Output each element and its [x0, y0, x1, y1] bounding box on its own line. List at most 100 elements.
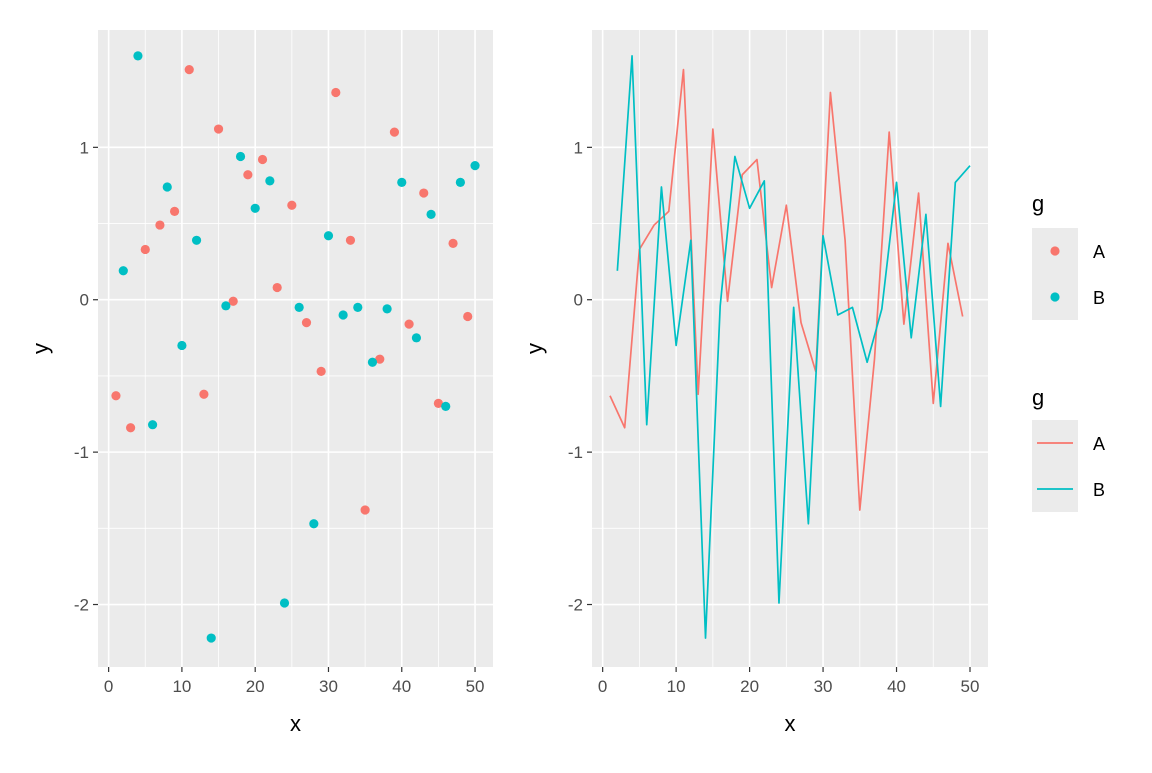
scatter-x-tick-labels: 0 10 20 30 40 50	[104, 667, 485, 696]
line-legend: g AB	[1032, 385, 1105, 512]
x-tick-label: 30	[319, 677, 338, 696]
scatter-y-tick-labels: -2 -1 0 1	[74, 138, 98, 615]
series-line-b	[616, 55, 971, 639]
line-marks	[609, 55, 971, 639]
data-point-b	[323, 231, 334, 241]
data-point-a	[155, 220, 165, 230]
line-legend-title: g	[1032, 385, 1044, 410]
legend-label-a: A	[1093, 242, 1105, 262]
x-tick-label: 0	[104, 677, 113, 696]
legend-key-point-b	[1050, 292, 1060, 302]
data-point-b	[147, 420, 158, 430]
y-tick-label: 0	[574, 291, 583, 310]
x-tick-label: 50	[961, 677, 980, 696]
y-tick-label: 0	[80, 291, 89, 310]
scatter-y-axis-title: y	[28, 343, 53, 354]
data-point-b	[162, 182, 172, 192]
data-point-a	[228, 296, 238, 306]
y-tick-label: -2	[74, 596, 89, 615]
data-point-b	[265, 176, 275, 186]
legend-label-b: B	[1093, 480, 1105, 500]
data-point-a	[257, 154, 268, 165]
point-legend-title: g	[1032, 191, 1044, 216]
line-x-axis-title: x	[785, 711, 796, 736]
data-point-a	[184, 65, 194, 75]
data-point-b	[279, 598, 290, 608]
data-point-a	[404, 319, 414, 329]
x-tick-label: 30	[814, 677, 833, 696]
scatter-marks	[111, 51, 480, 643]
data-point-a	[419, 188, 429, 198]
data-point-b	[397, 177, 407, 187]
scatter-x-axis-title: x	[290, 711, 301, 736]
data-point-b	[353, 302, 363, 312]
point-legend: g AB	[1032, 191, 1105, 320]
line-x-tick-labels: 0 10 20 30 40 50	[598, 667, 980, 696]
legend-label-b: B	[1093, 288, 1105, 308]
data-point-a	[301, 317, 312, 328]
line-gridlines	[592, 30, 988, 667]
data-point-a	[243, 170, 253, 180]
legend-key-point-a	[1050, 246, 1060, 256]
x-tick-label: 20	[740, 677, 759, 696]
scatter-panel-background	[98, 30, 493, 667]
line-y-tick-labels: -2 -1 0 1	[568, 138, 592, 615]
data-point-b	[294, 302, 304, 312]
data-point-a	[448, 238, 458, 248]
data-point-a	[126, 423, 136, 433]
data-point-a	[287, 200, 297, 210]
scatter-panel: 0 10 20 30 40 50 -2 -1 0 1 x y	[28, 30, 493, 736]
data-point-a	[169, 206, 180, 216]
line-legend-items: AB	[1032, 420, 1105, 512]
y-tick-label: 1	[574, 138, 583, 157]
x-tick-label: 40	[887, 677, 906, 696]
data-point-a	[111, 391, 121, 401]
data-point-b	[426, 209, 436, 219]
data-point-a	[140, 244, 150, 255]
data-point-b	[411, 333, 422, 343]
data-point-a	[375, 354, 385, 364]
data-point-a	[316, 366, 326, 376]
data-point-b	[367, 357, 378, 367]
data-point-a	[389, 127, 400, 137]
data-point-b	[206, 633, 216, 643]
data-point-b	[455, 177, 465, 187]
x-tick-label: 50	[466, 677, 485, 696]
x-tick-label: 0	[598, 677, 607, 696]
data-point-b	[250, 203, 260, 213]
y-tick-label: -1	[568, 443, 583, 462]
x-tick-label: 10	[172, 677, 191, 696]
data-point-b	[441, 401, 451, 412]
data-point-a	[213, 124, 224, 134]
y-tick-label: -2	[568, 596, 583, 615]
scatter-gridlines	[98, 30, 493, 667]
series-line-a	[609, 68, 964, 511]
data-point-b	[118, 266, 128, 276]
x-tick-label: 40	[392, 677, 411, 696]
data-point-b	[338, 310, 348, 320]
data-point-a	[199, 389, 209, 399]
data-point-a	[345, 235, 356, 245]
data-point-b	[191, 235, 202, 245]
line-y-axis-title: y	[522, 343, 547, 354]
y-tick-label: -1	[74, 443, 89, 462]
x-tick-label: 20	[246, 677, 265, 696]
data-point-b	[133, 51, 143, 61]
data-point-b	[470, 161, 480, 171]
legend-label-a: A	[1093, 434, 1105, 454]
point-legend-items: AB	[1032, 228, 1105, 320]
data-point-a	[360, 505, 370, 515]
data-point-b	[177, 340, 187, 351]
data-point-a	[272, 282, 282, 293]
data-point-b	[309, 519, 319, 529]
x-tick-label: 10	[667, 677, 686, 696]
data-point-a	[463, 311, 473, 322]
data-point-b	[382, 304, 392, 314]
data-point-a	[331, 87, 341, 98]
data-point-b	[235, 151, 246, 162]
line-panel: 0 10 20 30 40 50 -2 -1 0 1 x y	[522, 30, 988, 736]
data-point-a	[433, 398, 444, 408]
line-panel-background	[592, 30, 988, 667]
y-tick-label: 1	[80, 138, 89, 157]
